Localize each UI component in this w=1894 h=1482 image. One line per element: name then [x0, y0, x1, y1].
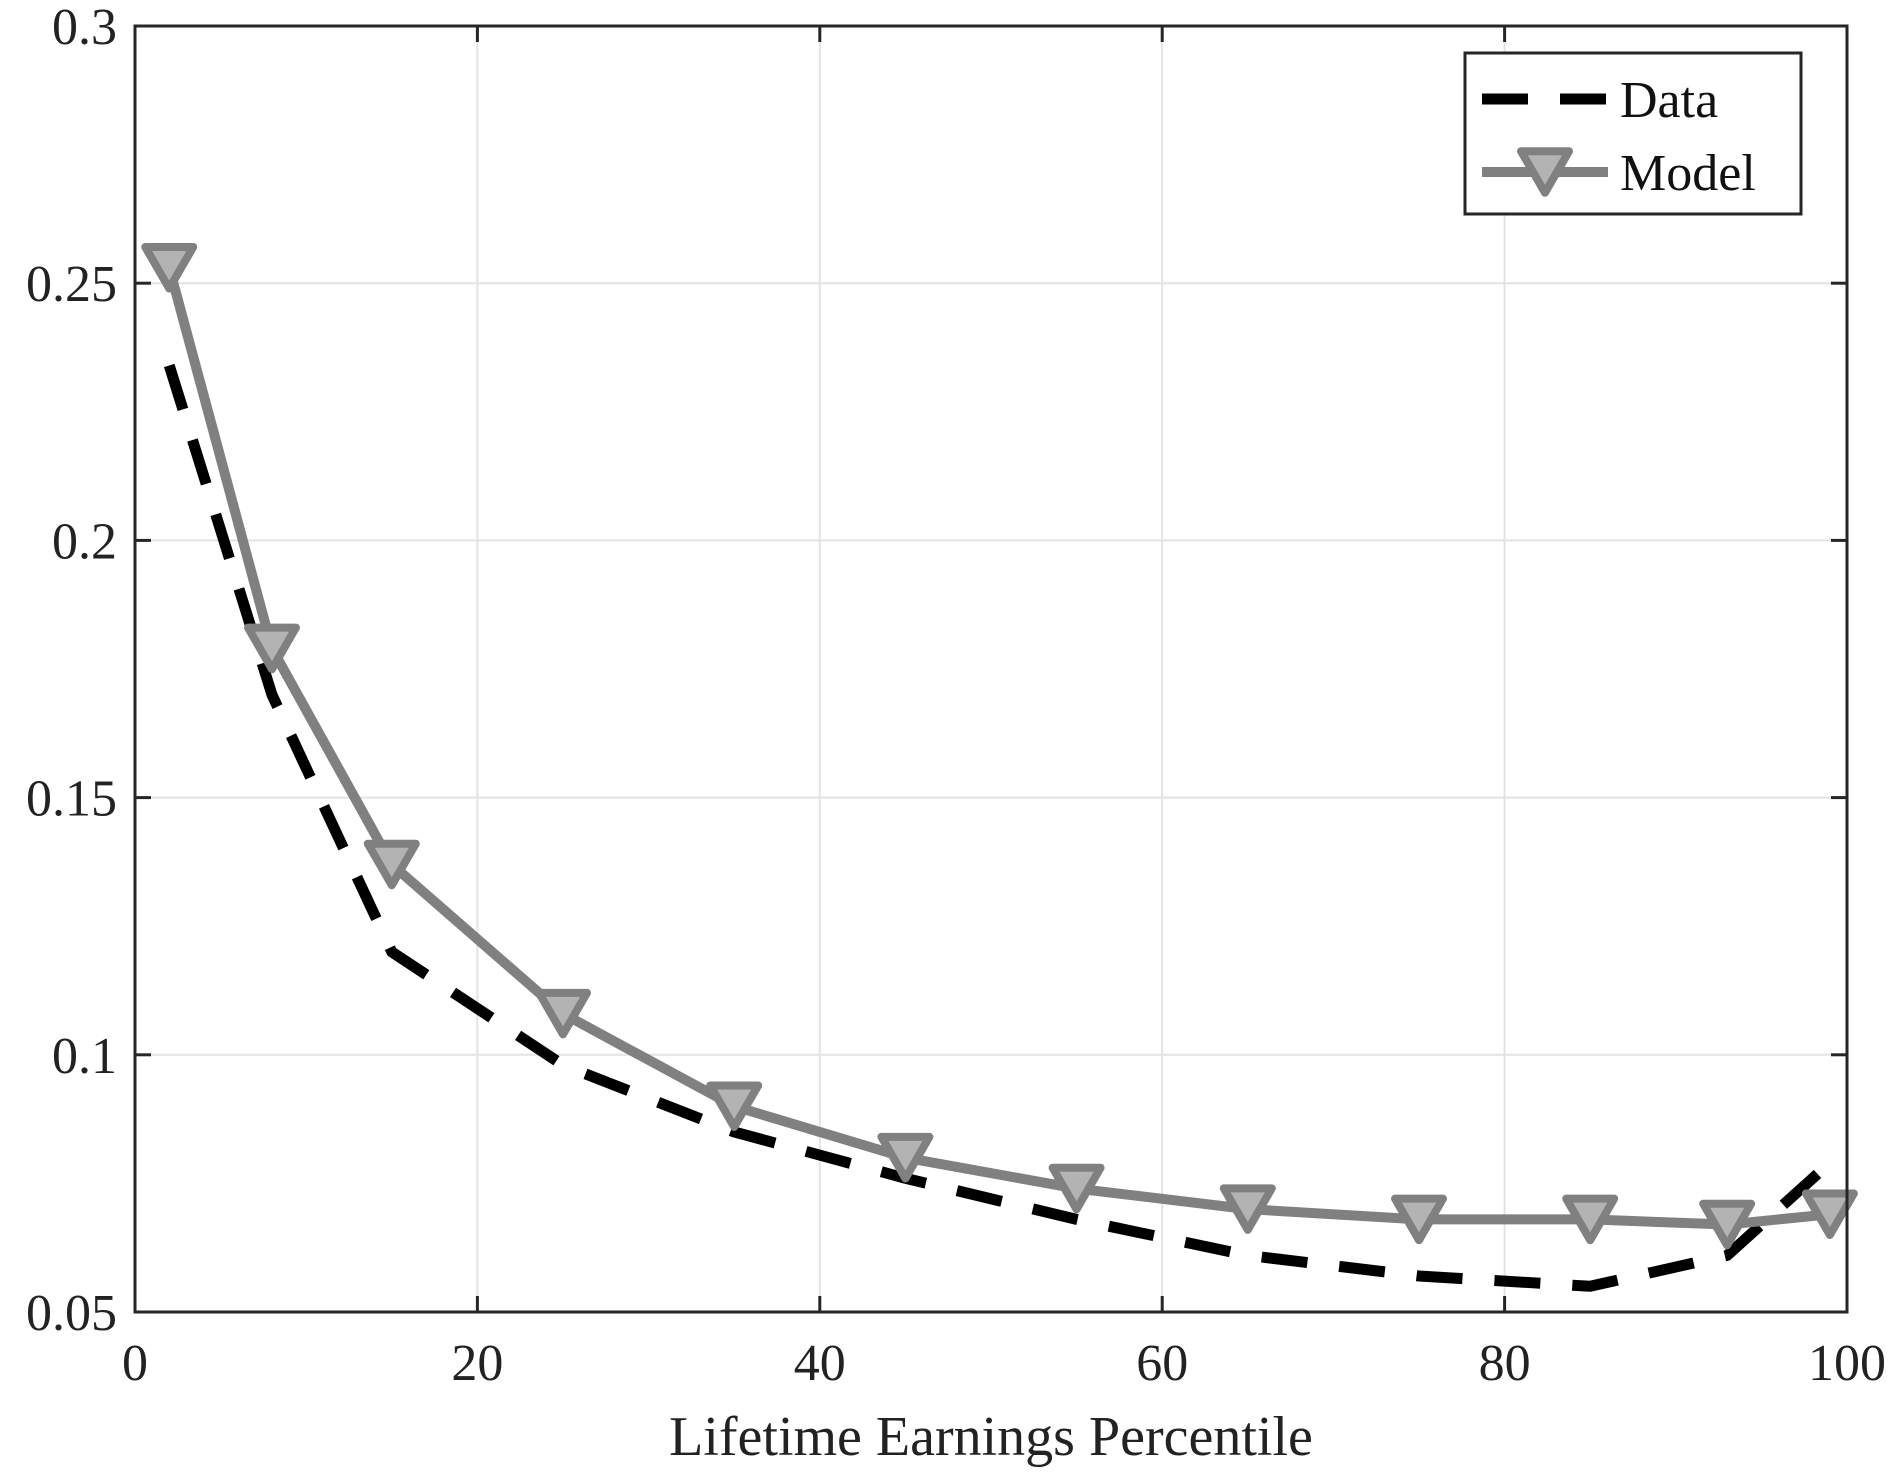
- x-tick-label: 100: [1808, 1335, 1886, 1392]
- y-tick-label: 0.1: [52, 1028, 117, 1085]
- model-point: [535, 988, 591, 1039]
- x-tick-label: 60: [1136, 1335, 1188, 1392]
- model-point: [706, 1081, 763, 1132]
- y-tick-label: 0.05: [26, 1285, 117, 1342]
- y-tick-label: 0.25: [26, 256, 117, 313]
- y-tick-label: 0.15: [26, 771, 117, 828]
- model-point: [243, 623, 300, 674]
- model-point: [1048, 1163, 1105, 1214]
- model-point: [1801, 1189, 1858, 1240]
- ticks-layer: [133, 24, 1849, 1314]
- y-tick-label: 0.2: [52, 513, 117, 570]
- legend-model-marker: [1517, 147, 1573, 197]
- series-data-line: [163, 363, 1834, 1292]
- legend-model-label: Model: [1620, 145, 1756, 202]
- series-model-line: [164, 266, 1831, 1230]
- x-axis-label: Lifetime Earnings Percentile: [669, 1406, 1313, 1468]
- series-layer: [141, 242, 1858, 1292]
- x-tick-label: 20: [451, 1335, 503, 1392]
- y-tick-label: 0.3: [52, 0, 117, 56]
- legend-data-label: Data: [1620, 72, 1718, 129]
- legend-box: [1463, 51, 1803, 216]
- model-point: [1219, 1184, 1276, 1234]
- plot-frame: [133, 24, 1849, 1314]
- x-tick-label: 80: [1479, 1335, 1531, 1392]
- grid-layer: [135, 26, 1847, 1312]
- tick-labels: 0 20 40 60 80 100 0.05 0.1 0.15 0.2 0.25 0.3: [26, 0, 1886, 1392]
- x-tick-label: 40: [794, 1335, 846, 1392]
- model-point: [1562, 1194, 1619, 1245]
- model-point: [141, 242, 198, 293]
- x-tick-label: 0: [122, 1335, 148, 1392]
- legend: Data Model: [1463, 51, 1803, 216]
- model-point: [363, 839, 420, 890]
- model-point: [877, 1132, 934, 1183]
- model-point: [1391, 1194, 1447, 1245]
- model-point: [1699, 1199, 1756, 1250]
